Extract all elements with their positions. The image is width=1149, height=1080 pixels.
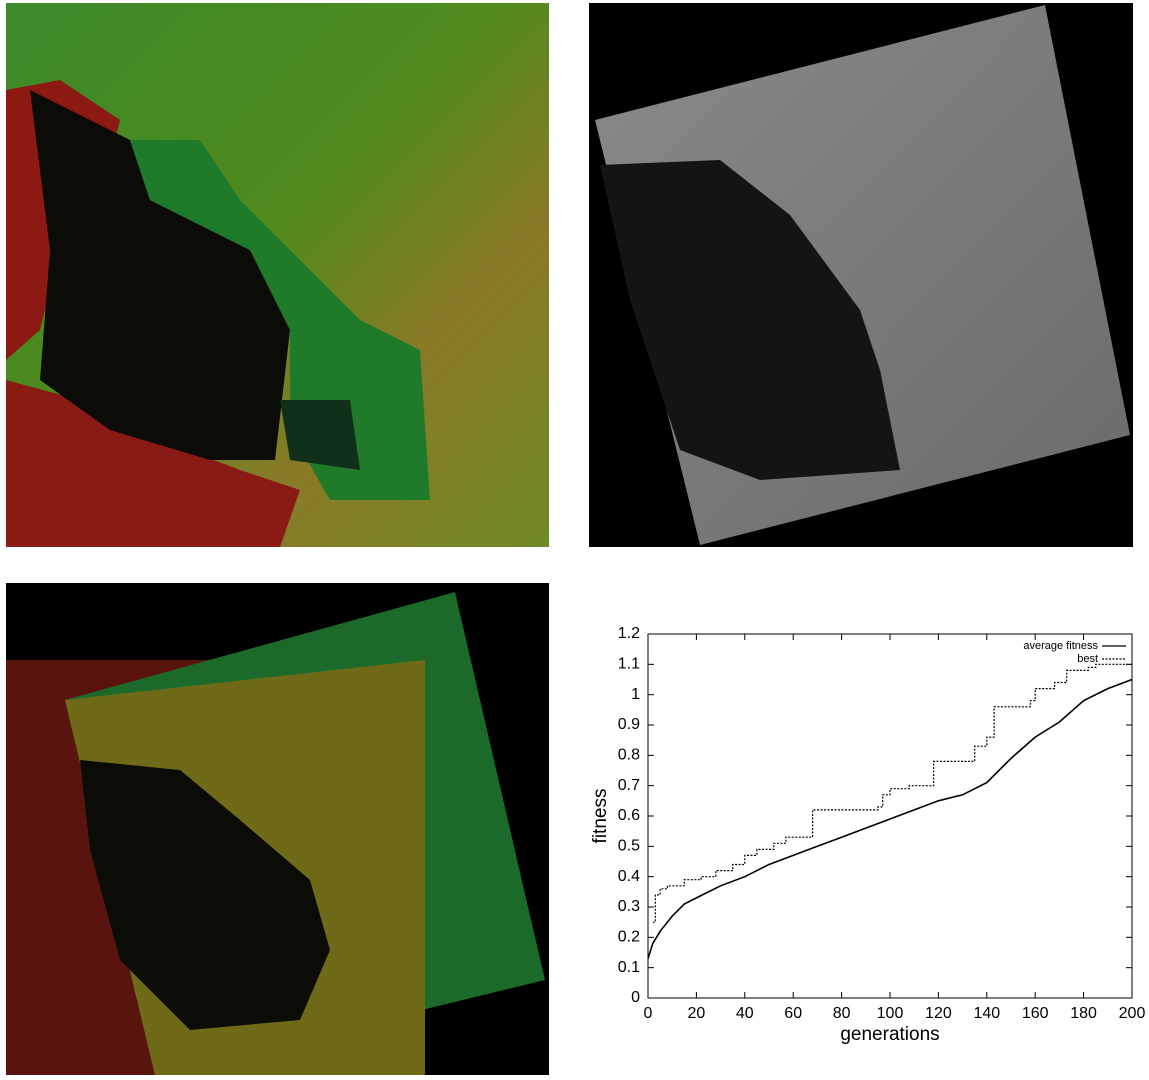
x-tick-label: 40 [736, 1005, 754, 1022]
x-tick-label: 0 [644, 1005, 653, 1022]
legend-label: average fitness [1023, 640, 1098, 652]
x-tick-label: 80 [833, 1005, 851, 1022]
x-axis-label: generations [840, 1024, 939, 1045]
y-tick-label: 0.2 [618, 929, 640, 946]
y-tick-label: 0.7 [618, 777, 640, 794]
x-tick-label: 120 [925, 1005, 952, 1022]
y-tick-label: 0.6 [618, 807, 640, 824]
y-tick-label: 0.5 [618, 838, 640, 855]
x-tick-label: 200 [1119, 1005, 1146, 1022]
plot-frame [648, 634, 1132, 998]
image-overlay [6, 583, 549, 1075]
y-tick-label: 0.9 [618, 716, 640, 733]
y-tick-label: 0.3 [618, 898, 640, 915]
y-tick-label: 1 [631, 686, 640, 703]
image-color-composite [6, 3, 549, 547]
x-tick-label: 180 [1070, 1005, 1097, 1022]
y-tick-label: 0 [631, 989, 640, 1006]
page: {"chart_data": {"type": "line", "xlabel"… [0, 0, 1149, 1080]
figure: generations fitness 0 20 40 60 80 100 120 140 16… [0, 0, 1149, 1080]
x-tick-label: 20 [688, 1005, 706, 1022]
x-tick-label: 100 [877, 1005, 904, 1022]
y-axis-label: fitness [590, 789, 611, 844]
legend-label: best [1077, 653, 1098, 665]
x-tick-label: 140 [973, 1005, 1000, 1022]
y-tick-label: 0.1 [618, 959, 640, 976]
image-grayscale-rotated [589, 3, 1133, 547]
y-tick-label: 1.1 [618, 656, 640, 673]
y-tick-label: 0.8 [618, 747, 640, 764]
x-tick-label: 60 [784, 1005, 802, 1022]
x-tick-label: 160 [1022, 1005, 1049, 1022]
y-tick-label: 1.2 [618, 625, 640, 642]
y-tick-label: 0.4 [618, 868, 640, 885]
